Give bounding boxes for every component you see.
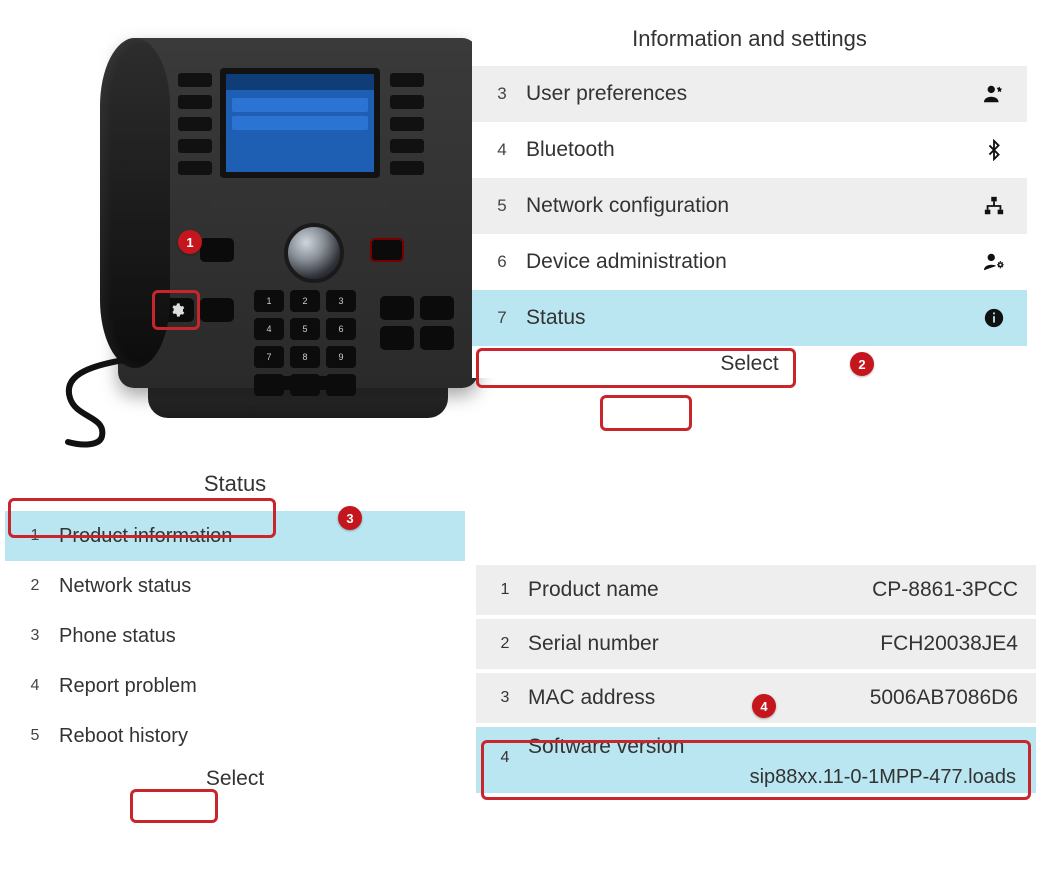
- menu-item-phone-status[interactable]: 3 Phone status: [5, 611, 465, 661]
- value-serial-number: FCH20038JE4: [880, 632, 1024, 656]
- menu-item-network-status[interactable]: 2 Network status: [5, 561, 465, 611]
- row-software-version[interactable]: 4 Software version sip88xx.11-0-1MPP-477…: [476, 727, 1036, 793]
- messages-button: [200, 238, 234, 262]
- menu-item-status[interactable]: 7 Status: [472, 290, 1027, 346]
- menu-item-bluetooth[interactable]: 4 Bluetooth: [472, 122, 1027, 178]
- info-settings-menu: Information and settings 3 User preferen…: [472, 18, 1027, 378]
- menu-item-device-admin[interactable]: 6 Device administration: [472, 234, 1027, 290]
- softkey-select[interactable]: Select: [712, 350, 786, 378]
- menu-item-product-information[interactable]: 1 Product information: [5, 511, 465, 561]
- mute-button: [380, 296, 414, 320]
- contacts-button: [200, 298, 234, 322]
- value-software-version: sip88xx.11-0-1MPP-477.loads: [488, 766, 1024, 789]
- value-product-name: CP-8861-3PCC: [872, 578, 1024, 602]
- phone-device-illustration: 123 456 789 *0# 1: [40, 18, 465, 438]
- row-serial-number[interactable]: 2 Serial number FCH20038JE4: [476, 619, 1036, 673]
- product-information-panel: 1 Product name CP-8861-3PCC 2 Serial num…: [476, 565, 1036, 793]
- phone-cord: [58, 358, 138, 448]
- menu-item-reboot-history[interactable]: 5 Reboot history: [5, 711, 465, 761]
- status-menu: Status 1 Product information 2 Network s…: [5, 463, 465, 793]
- phone-handset: [100, 38, 170, 368]
- info-settings-title: Information and settings: [472, 18, 1027, 66]
- callout-badge-4: 4: [752, 694, 776, 718]
- softkey-select-status[interactable]: Select: [198, 765, 272, 793]
- menu-item-network-config[interactable]: 5 Network configuration: [472, 178, 1027, 234]
- network-icon: [979, 195, 1009, 217]
- volume-rocker: [254, 376, 356, 390]
- transfer-button: [420, 326, 454, 350]
- value-mac-address: 5006AB7086D6: [870, 686, 1024, 710]
- bluetooth-icon: [979, 139, 1009, 161]
- user-star-icon: [979, 83, 1009, 105]
- info-icon: [979, 307, 1009, 329]
- hold-button: [370, 238, 404, 262]
- callout-badge-3: 3: [338, 506, 362, 530]
- phone-screen: [220, 68, 380, 178]
- menu-item-report-problem[interactable]: 4 Report problem: [5, 661, 465, 711]
- navigation-ring: [284, 223, 344, 283]
- callout-badge-2: 2: [850, 352, 874, 376]
- headset-button: [380, 326, 414, 350]
- status-title: Status: [5, 463, 465, 511]
- callout-badge-1: 1: [178, 230, 202, 254]
- user-gear-icon: [979, 251, 1009, 273]
- menu-item-user-preferences[interactable]: 3 User preferences: [472, 66, 1027, 122]
- speaker-button: [420, 296, 454, 320]
- row-product-name[interactable]: 1 Product name CP-8861-3PCC: [476, 565, 1036, 619]
